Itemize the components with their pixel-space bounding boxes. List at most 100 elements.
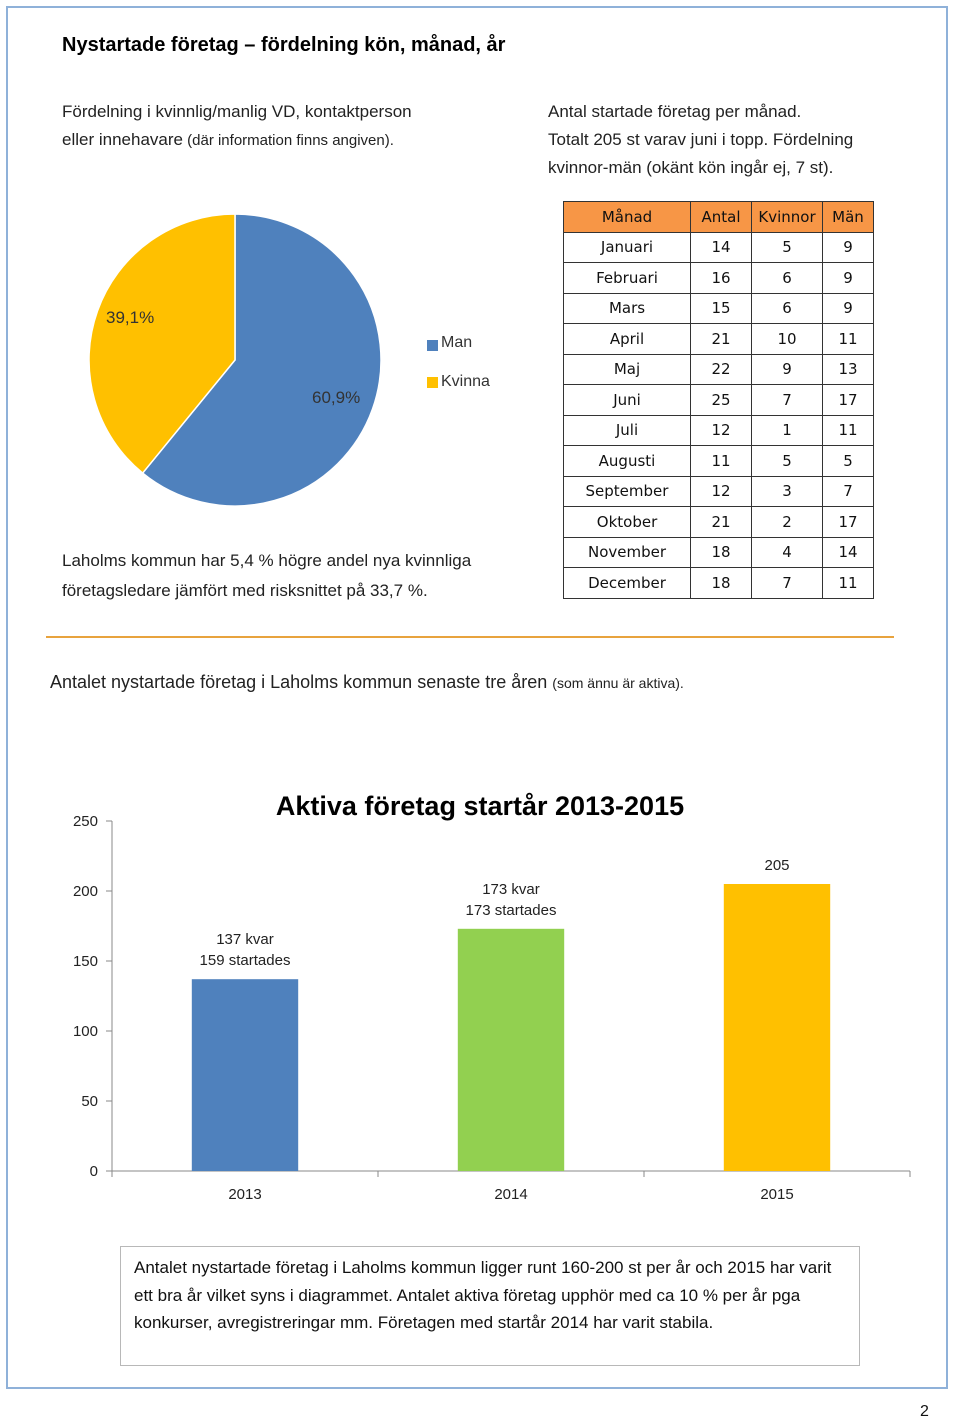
chart-title: Aktiva företag startår 2013-2015 bbox=[276, 791, 684, 821]
pie-slice-man bbox=[141, 213, 382, 507]
table-body: Januari 14 5 9 Februari 16 6 9 Mars 15 6 9 April 21 10… bbox=[563, 231, 874, 599]
men-cell: 9 bbox=[822, 262, 874, 294]
page-border bbox=[6, 6, 948, 1389]
count-cell: 21 bbox=[690, 506, 752, 538]
active-companies-bar-chart: Aktiva företag startår 2013-2015 0 50 100 1… bbox=[73, 791, 911, 1203]
month-cell: April bbox=[563, 323, 691, 355]
summary-box: Antalet nystartade företag i Laholms kom… bbox=[120, 1246, 860, 1366]
bar-data-label: 205 bbox=[764, 857, 789, 874]
pie-slice-kvinna bbox=[88, 213, 236, 475]
women-cell: 4 bbox=[751, 536, 823, 568]
legend-swatch-kvinna bbox=[427, 377, 438, 388]
women-cell: 5 bbox=[751, 231, 823, 263]
men-cell: 13 bbox=[822, 353, 874, 385]
bar-2014 bbox=[457, 928, 565, 1171]
men-cell: 14 bbox=[822, 536, 874, 568]
table-intro: Antal startade företag per månad. Totalt… bbox=[548, 98, 853, 182]
table-row: Mars 15 6 9 bbox=[563, 292, 874, 324]
month-cell: November bbox=[563, 536, 691, 568]
table-row: Februari 16 6 9 bbox=[563, 262, 874, 294]
count-cell: 21 bbox=[690, 323, 752, 355]
chart-axes: 0 50 100 150 200 250 bbox=[73, 813, 911, 1180]
header-manad: Månad bbox=[563, 201, 691, 233]
gender-note-line2: företagsledare jämfört med risksnittet p… bbox=[62, 581, 428, 600]
men-cell: 17 bbox=[822, 506, 874, 538]
table-row: September 12 3 7 bbox=[563, 475, 874, 507]
pie-intro-line2a: eller innehavare bbox=[62, 130, 183, 149]
y-tick-label: 200 bbox=[73, 883, 98, 900]
pie-intro-line2: eller innehavare (där information finns … bbox=[62, 126, 412, 155]
men-cell: 9 bbox=[822, 292, 874, 324]
month-cell: Maj bbox=[563, 353, 691, 385]
bar-data-label: 137 kvar bbox=[216, 931, 274, 948]
women-cell: 7 bbox=[751, 567, 823, 599]
legend-label-kvinna: Kvinna bbox=[441, 373, 490, 390]
pie-intro: Fördelning i kvinnlig/manlig VD, kontakt… bbox=[62, 98, 412, 155]
count-cell: 15 bbox=[690, 292, 752, 324]
count-cell: 16 bbox=[690, 262, 752, 294]
men-cell: 7 bbox=[822, 475, 874, 507]
table-intro-line2: Totalt 205 st varav juni i topp. Fördeln… bbox=[548, 130, 854, 149]
pie-label-man: 60,9% bbox=[312, 388, 361, 407]
table-row: Juni 25 7 17 bbox=[563, 384, 874, 416]
table-row: December 18 7 11 bbox=[563, 567, 874, 599]
table-intro-line3: kvinnor-män (okänt kön ingår ej, 7 st). bbox=[548, 158, 834, 177]
page-number: 2 bbox=[920, 1403, 929, 1420]
table-row: Maj 22 9 13 bbox=[563, 353, 874, 385]
y-tick-label: 100 bbox=[73, 1023, 98, 1040]
women-cell: 1 bbox=[751, 414, 823, 446]
count-cell: 12 bbox=[690, 414, 752, 446]
page-title: Nystartade företag – fördelning kön, mån… bbox=[62, 34, 506, 56]
section-subtitle: Antalet nystartade företag i Laholms kom… bbox=[50, 672, 684, 693]
month-cell: Februari bbox=[563, 262, 691, 294]
monthly-table: Månad Antal Kvinnor Män Januari 14 5 9 Febru… bbox=[563, 201, 874, 599]
legend-label-man: Man bbox=[441, 334, 473, 351]
count-cell: 11 bbox=[690, 445, 752, 477]
women-cell: 6 bbox=[751, 292, 823, 324]
y-tick-label: 150 bbox=[73, 953, 98, 970]
month-cell: Mars bbox=[563, 292, 691, 324]
x-tick-label: 2015 bbox=[760, 1186, 793, 1203]
section-divider bbox=[46, 636, 894, 638]
month-cell: Januari bbox=[563, 231, 691, 263]
section-subtitle-main: Antalet nystartade företag i Laholms kom… bbox=[50, 672, 553, 692]
women-cell: 5 bbox=[751, 445, 823, 477]
count-cell: 22 bbox=[690, 353, 752, 385]
table-row: Augusti 11 5 5 bbox=[563, 445, 874, 477]
pie-intro-line1: Fördelning i kvinnlig/manlig VD, kontakt… bbox=[62, 102, 412, 121]
bar-data-label: 173 kvar bbox=[482, 881, 540, 898]
men-cell: 11 bbox=[822, 414, 874, 446]
month-cell: Juli bbox=[563, 414, 691, 446]
men-cell: 9 bbox=[822, 231, 874, 263]
women-cell: 10 bbox=[751, 323, 823, 355]
men-cell: 11 bbox=[822, 567, 874, 599]
x-tick-label: 2013 bbox=[228, 1186, 261, 1203]
women-cell: 6 bbox=[751, 262, 823, 294]
table-row: Oktober 21 2 17 bbox=[563, 506, 874, 538]
men-cell: 5 bbox=[822, 445, 874, 477]
header-kvinnor: Kvinnor bbox=[751, 201, 823, 233]
men-cell: 11 bbox=[822, 323, 874, 355]
women-cell: 7 bbox=[751, 384, 823, 416]
count-cell: 14 bbox=[690, 231, 752, 263]
header-antal: Antal bbox=[690, 201, 752, 233]
gender-note: Laholms kommun har 5,4 % högre andel nya… bbox=[62, 546, 471, 606]
men-cell: 17 bbox=[822, 384, 874, 416]
header-man: Män bbox=[822, 201, 874, 233]
legend-swatch-man bbox=[427, 340, 438, 351]
month-cell: Juni bbox=[563, 384, 691, 416]
bar-2013 bbox=[191, 979, 299, 1171]
gender-note-line1: Laholms kommun har 5,4 % högre andel nya… bbox=[62, 551, 472, 570]
month-cell: Oktober bbox=[563, 506, 691, 538]
gender-pie-chart bbox=[88, 213, 382, 507]
y-tick-label: 0 bbox=[90, 1163, 98, 1180]
women-cell: 3 bbox=[751, 475, 823, 507]
table-row: April 21 10 11 bbox=[563, 323, 874, 355]
count-cell: 18 bbox=[690, 567, 752, 599]
bar-data-label: 159 startades bbox=[200, 952, 291, 969]
table-header-row: Månad Antal Kvinnor Män bbox=[563, 201, 874, 233]
month-cell: Augusti bbox=[563, 445, 691, 477]
bar-2015 bbox=[723, 884, 831, 1171]
pie-intro-line2b: (där information finns angiven). bbox=[182, 132, 394, 149]
pie-label-kvinna: 39,1% bbox=[106, 308, 155, 327]
